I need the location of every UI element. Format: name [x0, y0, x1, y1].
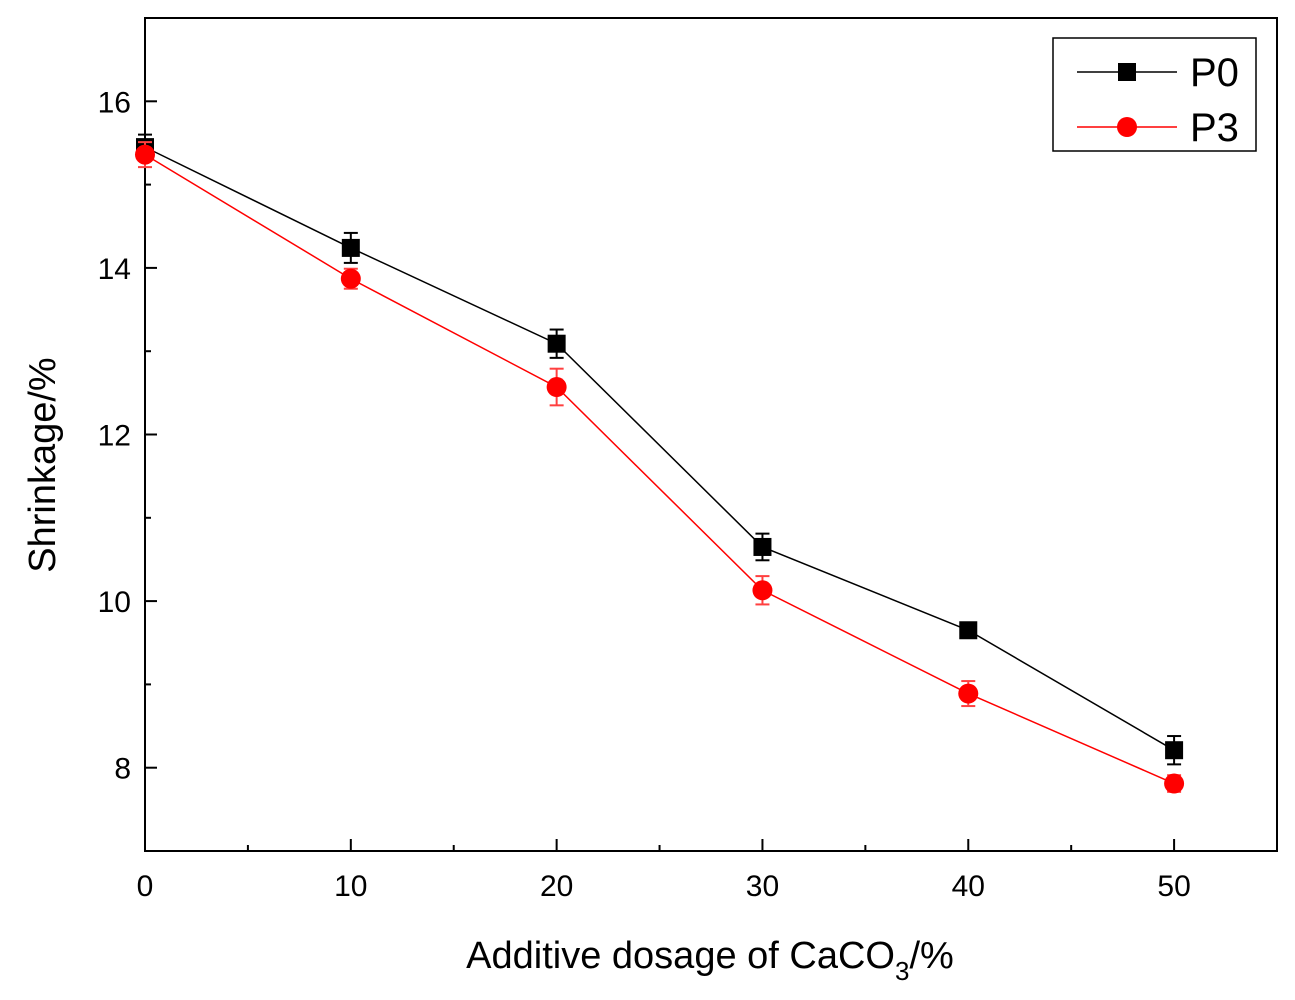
- legend-item-P3: P3: [1077, 106, 1239, 150]
- legend-marker: [1118, 63, 1136, 81]
- legend-label: P0: [1190, 51, 1239, 95]
- data-point: [1165, 741, 1184, 760]
- legend-marker: [1117, 117, 1137, 137]
- data-point: [546, 377, 567, 398]
- series-line: [144, 153, 1175, 785]
- y-axis-title: Shrinkage/%: [22, 357, 64, 572]
- series-line: [144, 146, 1175, 751]
- x-tick-label: 10: [334, 870, 367, 903]
- x-tick-label: 40: [952, 870, 985, 903]
- x-tick-label: 50: [1157, 870, 1190, 903]
- series-P3: [135, 141, 1185, 794]
- x-axis-title-main: Additive dosage of CaCO: [466, 935, 895, 977]
- y-tick-label: 10: [98, 586, 131, 619]
- legend-box: [1052, 37, 1257, 152]
- x-axis-title: Additive dosage of CaCO3/%: [466, 935, 954, 986]
- series-P0: [136, 133, 1184, 766]
- y-tick-label: 16: [98, 86, 131, 119]
- y-tick-label: 14: [98, 253, 131, 286]
- data-point: [753, 537, 772, 556]
- legend-item-P0: P0: [1077, 51, 1239, 95]
- y-tick-label: 8: [114, 753, 131, 786]
- data-point: [341, 238, 360, 257]
- data-point: [135, 144, 155, 165]
- x-axis-title-suffix: /%: [909, 935, 953, 977]
- y-tick-label: 12: [98, 420, 131, 453]
- x-tick-label: 30: [746, 870, 779, 903]
- data-point: [958, 683, 979, 704]
- x-tick-label: 0: [137, 870, 154, 903]
- data-point: [959, 621, 978, 640]
- data-point: [340, 268, 361, 289]
- x-axis-title-subscript: 3: [895, 956, 909, 986]
- data-point: [752, 580, 773, 601]
- data-point: [1164, 773, 1185, 794]
- data-point: [547, 334, 566, 353]
- legend-label: P3: [1190, 106, 1239, 150]
- plot-area: 0 10 20 30 40 50 8 10 12 14 16: [98, 17, 1278, 903]
- x-tick-label: 20: [540, 870, 573, 903]
